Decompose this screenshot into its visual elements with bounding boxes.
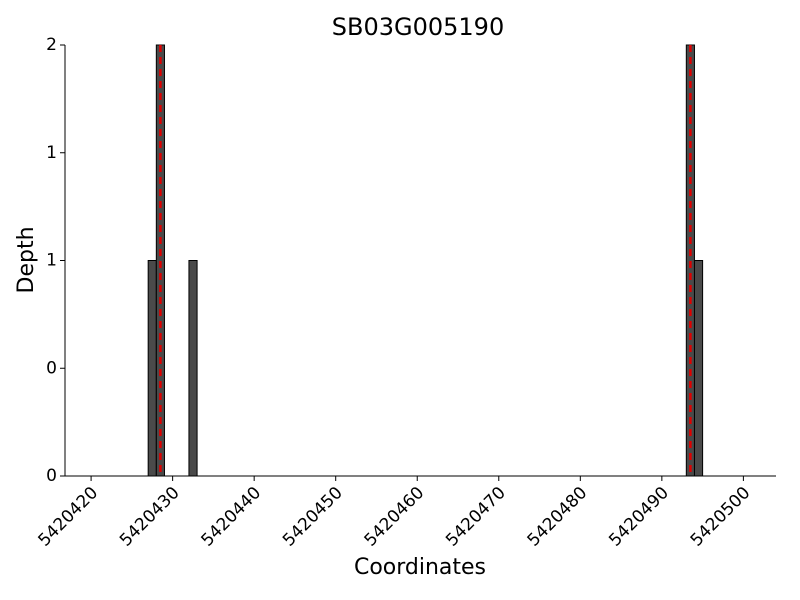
x-tick-label: 5420470 [442, 483, 510, 551]
x-tick-label: 5420450 [279, 483, 347, 551]
y-tick-label: 2 [46, 35, 57, 55]
x-tick-label: 5420490 [605, 483, 673, 551]
chart-title: SB03G005190 [332, 13, 504, 41]
x-tick-label: 5420500 [687, 483, 755, 551]
y-tick-label: 1 [46, 143, 57, 163]
x-tick-label: 5420480 [524, 483, 592, 551]
x-tick-label: 5420430 [116, 483, 184, 551]
y-tick-label: 1 [46, 251, 57, 271]
x-tick-label: 5420460 [361, 483, 429, 551]
x-axis-label: Coordinates [354, 555, 486, 580]
bar [693, 260, 704, 477]
bar [188, 260, 198, 477]
bar [147, 260, 157, 477]
y-tick-label: 0 [46, 466, 57, 486]
x-tick-label: 5420420 [34, 483, 102, 551]
x-tick-label: 5420440 [198, 483, 266, 551]
y-tick-label: 0 [46, 358, 57, 378]
y-axis-label: Depth [14, 226, 39, 293]
